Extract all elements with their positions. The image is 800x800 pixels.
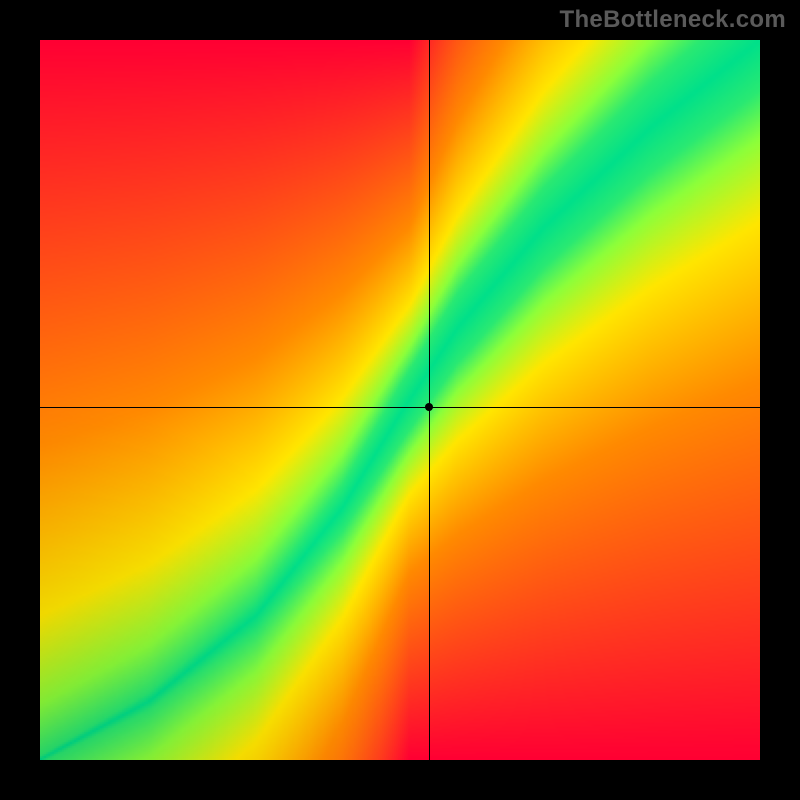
plot-area (40, 40, 760, 760)
crosshair-marker (425, 403, 433, 411)
watermark-text: TheBottleneck.com (560, 6, 786, 34)
crosshair-horizontal (40, 407, 760, 408)
figure-root: TheBottleneck.com (0, 0, 800, 800)
heatmap-canvas (40, 40, 760, 760)
crosshair-vertical (429, 40, 430, 760)
